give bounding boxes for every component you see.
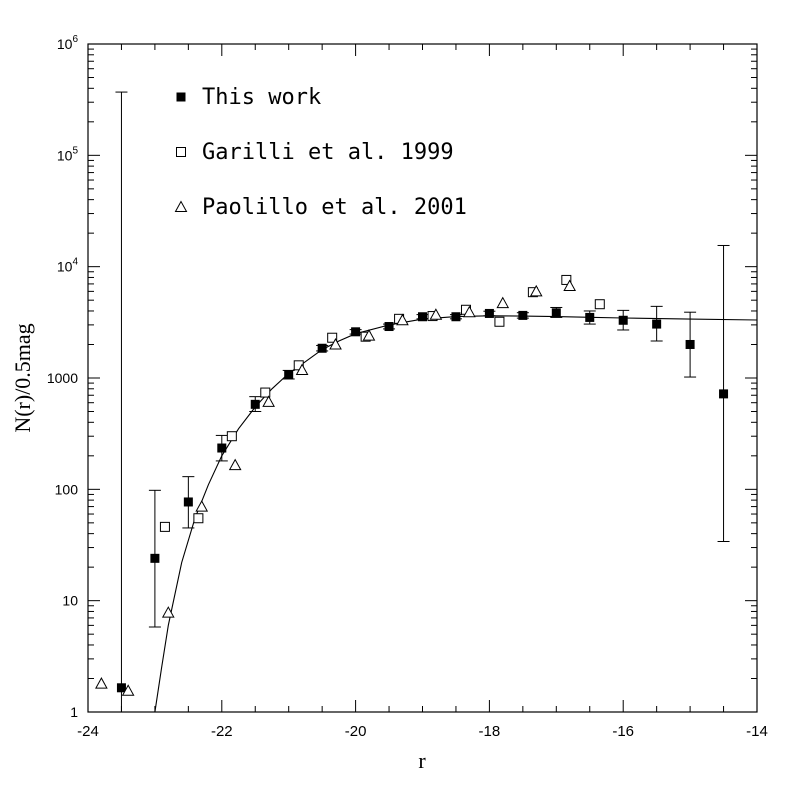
data-point — [561, 274, 572, 285]
y-tick-label: 104 — [57, 257, 79, 275]
x-tick-label: -22 — [211, 723, 233, 740]
data-point — [384, 322, 394, 332]
legend-marker — [176, 147, 186, 157]
axis-ticks — [87, 43, 758, 713]
data-point — [418, 312, 427, 322]
legend-label: This work — [202, 85, 321, 110]
legend-label: Paolillo et al. 2001 — [202, 195, 467, 220]
data-point — [195, 500, 209, 512]
data-point — [284, 370, 294, 380]
data-point — [529, 284, 543, 297]
x-tick-label: -24 — [77, 723, 99, 740]
data-point — [719, 389, 729, 399]
data-point — [295, 363, 309, 375]
data-point — [484, 308, 494, 318]
data-point — [150, 553, 160, 563]
error-bars — [115, 91, 730, 712]
data-point — [183, 497, 193, 507]
data-point — [228, 458, 242, 471]
data-point — [159, 521, 170, 532]
data-point — [121, 684, 135, 696]
data-point — [496, 296, 510, 309]
data-point — [362, 329, 376, 341]
y-tick-label: 1 — [70, 704, 78, 720]
data-point — [685, 339, 695, 349]
data-point — [594, 299, 605, 310]
y-tick-label: 106 — [57, 34, 79, 52]
data-point — [563, 279, 577, 292]
y-axis-label: N(r)/0.5mag — [10, 323, 35, 432]
y-tick-label: 100 — [55, 481, 79, 497]
data-point — [351, 327, 361, 337]
data-point — [618, 315, 628, 325]
x-tick-label: -20 — [345, 723, 367, 740]
data-point — [226, 431, 237, 442]
legend-marker — [174, 200, 188, 212]
data-point — [193, 513, 204, 524]
legend-label: Garilli et al. 1999 — [202, 140, 454, 165]
data-point — [262, 395, 275, 407]
x-tick-label: -18 — [479, 723, 501, 740]
data-point — [429, 308, 443, 320]
data-point — [250, 399, 260, 409]
y-tick-label: 10 — [62, 593, 78, 609]
data-point — [585, 312, 595, 322]
data-markers — [95, 274, 729, 696]
x-axis-label: r — [418, 748, 426, 773]
data-point — [329, 337, 342, 350]
data-point — [116, 683, 126, 693]
data-point — [462, 305, 476, 318]
y-tick-label: 105 — [57, 145, 79, 163]
data-point — [217, 443, 227, 453]
y-tick-label: 1000 — [47, 370, 78, 386]
data-point — [652, 319, 662, 329]
legend: This work Garilli et al. 1999 Paolillo et … — [174, 85, 467, 220]
x-tick-label: -16 — [612, 723, 634, 740]
data-point — [518, 310, 528, 320]
x-tick-labels: -24 -22 -20 -18 -16 -14 — [77, 723, 768, 740]
data-point — [260, 387, 271, 398]
data-point — [551, 308, 561, 318]
data-point — [451, 312, 461, 322]
x-tick-label: -14 — [746, 723, 768, 740]
data-point — [95, 677, 108, 689]
data-point — [494, 316, 505, 327]
data-point — [161, 606, 175, 618]
legend-marker — [176, 92, 186, 102]
data-point — [327, 332, 338, 343]
y-tick-labels: 1 10 100 1000 104 105 106 — [47, 34, 79, 720]
fit-curve — [154, 315, 758, 713]
data-point — [396, 313, 409, 326]
data-point — [317, 343, 327, 353]
